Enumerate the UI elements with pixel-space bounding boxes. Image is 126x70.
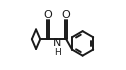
- Text: N: N: [53, 38, 61, 48]
- Text: O: O: [44, 10, 52, 20]
- Text: H: H: [54, 48, 60, 57]
- Text: O: O: [62, 10, 71, 20]
